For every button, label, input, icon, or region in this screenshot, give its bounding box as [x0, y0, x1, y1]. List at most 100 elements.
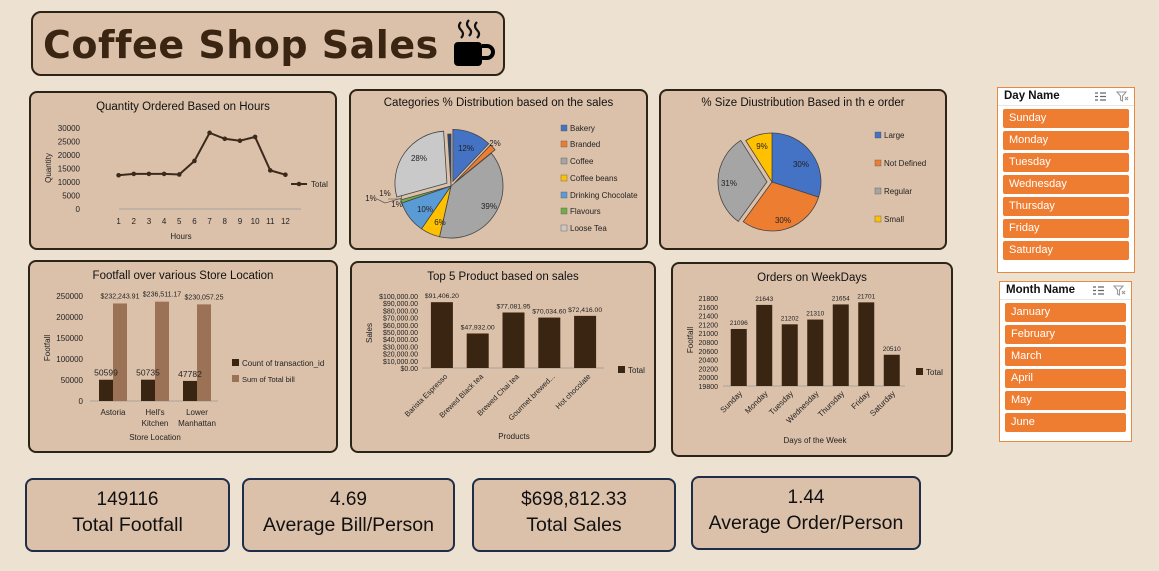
legend-swatch	[618, 366, 625, 373]
leader-line	[376, 197, 403, 204]
y-tick-label: 0	[76, 205, 81, 214]
slicer-title: Day Name	[1004, 90, 1060, 102]
y-tick-label: $40,000.00	[383, 337, 418, 344]
slicer-item-february[interactable]: February	[1005, 325, 1126, 344]
size-pie-chart: 30% 30% 31% 9% Large Not Defined Regular Small	[717, 131, 926, 232]
kpi-value: 149116	[96, 489, 159, 510]
bar-value-label: $232,243.91	[101, 293, 140, 300]
legend-marker	[296, 181, 302, 187]
slice-value-label: 39%	[481, 202, 497, 211]
data-point	[146, 171, 152, 177]
dashboard-title: Coffee Shop Sales	[43, 23, 439, 67]
x-axis-title: Days of the Week	[784, 436, 848, 445]
y-tick-label: 0	[79, 397, 84, 406]
legend-swatch	[560, 224, 568, 232]
y-tick-label: 200000	[56, 313, 83, 322]
x-tick-label: 9	[238, 217, 243, 226]
pie-slice-small	[745, 132, 773, 184]
slice-value-label: 6%	[434, 218, 446, 227]
kpi-card-footfall: 149116 Total Footfall	[25, 478, 230, 552]
x-tick-label: Friday	[850, 389, 872, 411]
data-point	[176, 172, 182, 177]
month-name-slicer: Month Name January February March April May J…	[999, 281, 1132, 442]
legend-label: Drinking Chocolate	[570, 191, 638, 200]
y-tick-label: 5000	[62, 192, 80, 201]
slicer-item-wednesday[interactable]: Wednesday	[1003, 175, 1129, 194]
slicer-item-june[interactable]: June	[1005, 413, 1126, 432]
bar-weekday-orders	[883, 354, 900, 386]
chart-title: % Size Diustribution Based in th e order	[701, 97, 905, 109]
pie-slice-packaged-chocolate	[447, 133, 452, 187]
bar-value-label: $47,932.00	[461, 324, 495, 331]
leader-line	[388, 194, 403, 200]
footfall-bar-chart: 250000 200000 150000 100000 50000 0 50599 $232,…	[43, 292, 324, 442]
clear-filter-icon[interactable]	[1116, 91, 1129, 102]
chart-title: Orders on WeekDays	[757, 272, 867, 284]
data-point	[252, 134, 258, 140]
x-tick-label: 6	[192, 217, 197, 226]
bar-value-label: 21310	[806, 311, 824, 318]
x-tick-label: Lower	[186, 408, 208, 417]
x-tick-label: 3	[147, 217, 152, 226]
slicer-item-monday[interactable]: Monday	[1003, 131, 1129, 150]
y-tick-label: 100000	[56, 355, 83, 364]
slicer-item-january[interactable]: January	[1005, 303, 1126, 322]
y-tick-label: 21200	[699, 322, 719, 329]
kpi-card-avg-bill: 4.69 Average Bill/Person	[242, 478, 455, 552]
y-tick-label: 10000	[58, 178, 81, 187]
slicer-item-april[interactable]: April	[1005, 369, 1126, 388]
bar-value-label: $91,406.20	[425, 293, 459, 300]
slicer-item-march[interactable]: March	[1005, 347, 1126, 366]
slicer-item-saturday[interactable]: Saturday	[1003, 241, 1129, 260]
pie-slice-flavours	[400, 185, 452, 204]
legend-swatch	[560, 174, 568, 182]
data-point	[267, 168, 273, 173]
bar-total-bill	[113, 303, 127, 401]
y-tick-label: $20,000.00	[383, 352, 418, 359]
multi-select-icon[interactable]	[1092, 285, 1105, 296]
slicer-header: Day Name	[998, 88, 1134, 106]
pie-slice-large	[771, 132, 822, 198]
legend-label: Sum of Total bill	[242, 375, 295, 384]
legend-label: Not Defined	[884, 159, 926, 168]
y-axis-title: Footfall	[43, 335, 52, 361]
slice-value-label: 31%	[721, 179, 737, 188]
bar-product-sales	[466, 333, 489, 368]
slicer-header: Month Name	[1000, 282, 1131, 300]
weekday-chart-panel: Orders on WeekDays 21800 21600 21400 21200 2…	[671, 262, 953, 457]
legend-swatch	[916, 368, 923, 375]
bar-transaction-count	[141, 379, 155, 401]
slicer-item-may[interactable]: May	[1005, 391, 1126, 410]
dashboard-title-box: Coffee Shop Sales	[31, 11, 505, 76]
bar-value-label: 50599	[94, 368, 118, 378]
pie-slice-loose-tea	[394, 130, 448, 198]
legend-label: Bakery	[570, 124, 595, 133]
x-tick-label: 4	[162, 217, 167, 226]
bar-value-label: $72,416.00	[568, 307, 602, 314]
bar-transaction-count	[99, 379, 113, 401]
x-tick-label: 8	[223, 217, 228, 226]
slicer-item-friday[interactable]: Friday	[1003, 219, 1129, 238]
y-tick-label: $80,000.00	[383, 308, 418, 315]
slice-value-label: 10%	[417, 205, 433, 214]
y-tick-label: 20800	[699, 340, 719, 347]
x-tick-label: Hell's	[145, 408, 164, 417]
slicer-item-sunday[interactable]: Sunday	[1003, 109, 1129, 128]
x-tick-label: Thursday	[816, 389, 846, 419]
x-tick-label: 12	[281, 217, 290, 226]
legend-swatch	[232, 375, 239, 382]
slicer-item-thursday[interactable]: Thursday	[1003, 197, 1129, 216]
y-tick-label: $10,000.00	[383, 359, 418, 366]
y-tick-label: 15000	[58, 165, 81, 174]
data-point	[192, 158, 197, 164]
slicer-item-tuesday[interactable]: Tuesday	[1003, 153, 1129, 172]
legend-swatch	[874, 215, 882, 223]
bar-product-sales	[574, 315, 597, 368]
bar-value-label: 21654	[832, 295, 850, 302]
kpi-card-total-sales: $698,812.33 Total Sales	[472, 478, 676, 552]
clear-filter-icon[interactable]	[1113, 285, 1126, 296]
multi-select-icon[interactable]	[1094, 91, 1107, 102]
legend-label: Coffee beans	[570, 174, 617, 183]
legend-swatch	[560, 191, 568, 199]
legend-label: Total	[926, 368, 943, 377]
